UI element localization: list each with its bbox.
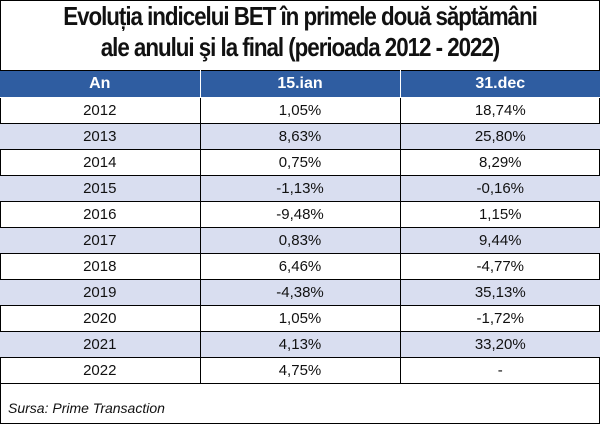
cell-year: 2015 [0,175,201,202]
header-jan15: 15.ian [199,70,401,98]
cell-dec31: -4,77% [399,253,600,280]
header-dec31: 31.dec [399,70,600,98]
table-row: 2014 0,75% 8,29% [0,149,600,176]
table-row: 2013 8,63% 25,80% [0,123,600,150]
cell-year: 2014 [0,149,201,176]
cell-jan15: -1,13% [199,175,401,202]
cell-jan15: 4,75% [199,357,401,384]
header-row: An 15.ian 31.dec [0,70,600,98]
cell-jan15: -4,38% [199,279,401,306]
title-line-1: Evoluția indicelui BET în primele două s… [63,1,538,31]
source-note: Sursa: Prime Transaction [8,400,165,416]
cell-dec31: -1,72% [399,305,600,332]
cell-year: 2013 [0,123,201,150]
cell-dec31: -0,16% [399,175,600,202]
cell-jan15: 1,05% [199,305,401,332]
cell-dec31: 33,20% [399,331,600,358]
table-row: 2016 -9,48% 1,15% [0,201,600,228]
table-row: 2021 4,13% 33,20% [0,331,600,358]
cell-dec31: 35,13% [399,279,600,306]
cell-year: 2018 [0,253,201,280]
cell-year: 2019 [0,279,201,306]
table-row: 2022 4,75% - [0,357,600,384]
cell-dec31: 25,80% [399,123,600,150]
table-row: 2020 1,05% -1,72% [0,305,600,332]
cell-dec31: 8,29% [399,149,600,176]
cell-jan15: 8,63% [199,123,401,150]
title-line-2: ale anului şi la final (perioada 2012 - … [100,32,500,62]
table-row: 2017 0,83% 9,44% [0,227,600,254]
header-year: An [0,70,201,98]
cell-year: 2012 [0,97,201,124]
cell-jan15: -9,48% [199,201,401,228]
cell-dec31: - [399,357,600,384]
bet-table: An 15.ian 31.dec 2012 1,05% 18,74% 2013 … [0,70,600,384]
cell-jan15: 6,46% [199,253,401,280]
table-title: Evoluția indicelui BET în primele două s… [42,1,558,67]
cell-year: 2016 [0,201,201,228]
cell-year: 2020 [0,305,201,332]
cell-jan15: 0,83% [199,227,401,254]
cell-jan15: 0,75% [199,149,401,176]
table-row: 2019 -4,38% 35,13% [0,279,600,306]
cell-jan15: 1,05% [199,97,401,124]
table-row: 2012 1,05% 18,74% [0,97,600,124]
table-row: 2018 6,46% -4,77% [0,253,600,280]
cell-year: 2022 [0,357,201,384]
cell-dec31: 1,15% [399,201,600,228]
cell-dec31: 9,44% [399,227,600,254]
table-row: 2015 -1,13% -0,16% [0,175,600,202]
cell-year: 2021 [0,331,201,358]
cell-jan15: 4,13% [199,331,401,358]
cell-year: 2017 [0,227,201,254]
cell-dec31: 18,74% [399,97,600,124]
